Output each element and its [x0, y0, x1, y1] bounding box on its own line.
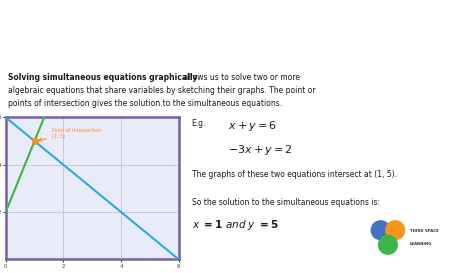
Text: LEARNING: LEARNING	[410, 242, 432, 246]
Text: Point of Intersection
(1, 5): Point of Intersection (1, 5)	[38, 128, 101, 141]
Circle shape	[386, 221, 405, 240]
Text: $-3x + y = 2$: $-3x + y = 2$	[228, 143, 292, 157]
Circle shape	[379, 235, 397, 254]
Text: allows us to solve two or more: allows us to solve two or more	[181, 73, 300, 82]
Text: THIRD SPACE: THIRD SPACE	[410, 229, 438, 233]
Text: algebraic equations that share variables by sketching their graphs. The point or: algebraic equations that share variables…	[8, 86, 316, 95]
Text: $\mathit{x}\ \mathbf{=1}\ \mathit{and}\ \mathit{y}\ \mathbf{=5}$: $\mathit{x}\ \mathbf{=1}\ \mathit{and}\ …	[191, 218, 278, 233]
Text: $x + y = 6$: $x + y = 6$	[228, 118, 277, 132]
Circle shape	[371, 221, 390, 240]
Text: Solving simultaneous equations graphically: Solving simultaneous equations graphical…	[8, 73, 197, 82]
Text: points of intersection gives the solution to the simultaneous equations.: points of intersection gives the solutio…	[8, 99, 282, 108]
Text: The graphs of these two equations intersect at (1, 5).: The graphs of these two equations inters…	[191, 170, 397, 179]
Text: Solving Simultaneous Equations Graphically: Solving Simultaneous Equations Graphical…	[9, 23, 387, 37]
Text: So the solution to the simultaneous equations is:: So the solution to the simultaneous equa…	[191, 198, 380, 207]
Text: E.g.: E.g.	[191, 118, 206, 127]
